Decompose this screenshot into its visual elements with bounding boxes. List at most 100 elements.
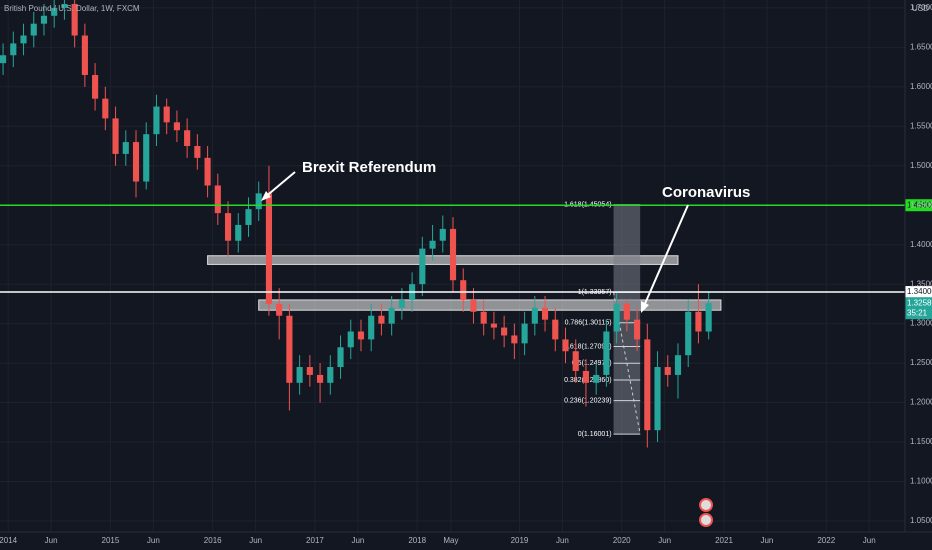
zone [207, 255, 679, 265]
candle-body [644, 339, 651, 431]
candle-body [582, 370, 590, 383]
x-tick-label: Jun [45, 536, 58, 545]
axis-badge-label: 1.45000 [907, 200, 932, 209]
candle-body [296, 367, 303, 383]
y-tick-label: 1.20000 [910, 398, 932, 407]
axes: 1.05000 1.10000 1.15000 1.20000 1.25000 1.300… [0, 3, 932, 545]
grid [0, 0, 905, 532]
x-tick-label: 2019 [511, 536, 529, 545]
y-tick-label: 1.15000 [910, 437, 932, 446]
y-tick-label: 1.30000 [910, 319, 932, 328]
x-tick-label: 2014 [0, 536, 18, 545]
logo [699, 513, 713, 527]
candle-body [429, 240, 436, 249]
y-tick-label: 1.65000 [910, 42, 932, 51]
candle-body [10, 43, 17, 56]
x-tick-label: 2022 [817, 536, 835, 545]
candle-body [204, 157, 211, 186]
x-tick-label: May [443, 536, 458, 545]
x-tick-label: Jun [147, 536, 160, 545]
candle-body [613, 303, 620, 332]
candle-body [480, 311, 487, 324]
fib-label: 0.786(1.30115) [565, 320, 612, 327]
x-tick-label: 2015 [102, 536, 120, 545]
candle-body [439, 228, 446, 241]
candle-body [695, 311, 702, 332]
candle-body [347, 331, 354, 348]
candle-body [357, 331, 365, 340]
candle-body [593, 374, 600, 383]
annotation: Brexit Referendum [302, 159, 436, 176]
y-tick-label: 1.50000 [910, 161, 932, 170]
axis-badge-label: 1.34000 [907, 287, 932, 296]
candle-body [286, 315, 293, 383]
candle-body [460, 280, 467, 300]
candle-body [306, 367, 313, 375]
candle-body [634, 319, 641, 340]
logo [699, 498, 713, 512]
candle-body [112, 118, 119, 154]
candle-body [449, 228, 457, 281]
fib-label: 0.236(1.20239) [564, 398, 611, 405]
candle-body [184, 130, 191, 147]
x-tick-label: 2021 [715, 536, 733, 545]
candle-body [470, 299, 477, 312]
zone [258, 299, 722, 311]
candle-body [541, 307, 549, 320]
candle-body [674, 355, 682, 375]
x-tick-label: Jun [863, 536, 876, 545]
candle-body [531, 307, 538, 324]
candle-body [194, 146, 201, 158]
candle-body [654, 367, 661, 431]
candle-body [603, 331, 610, 375]
candle-body [705, 303, 712, 332]
candle-body [501, 327, 508, 336]
candle-body [245, 209, 252, 225]
candle-body [0, 55, 7, 64]
candle-body [419, 248, 426, 285]
arrow-head [641, 301, 649, 313]
candle-body [30, 23, 37, 36]
candle-body [623, 303, 630, 320]
price-label: 1.32586 [907, 298, 932, 307]
x-tick-label: 2018 [408, 536, 426, 545]
candle-body [153, 106, 160, 135]
x-tick-label: 2016 [204, 536, 222, 545]
candle-body [276, 303, 283, 316]
currency: USD [912, 4, 929, 13]
candle-body [337, 347, 344, 368]
candle-body [122, 142, 129, 154]
y-tick-label: 1.60000 [910, 82, 932, 91]
x-tick-label: Jun [556, 536, 569, 545]
candle-body [511, 335, 518, 344]
chart-title: British Pound / U.S. Dollar, 1W, FXCM [4, 4, 140, 13]
candle-body [327, 367, 334, 383]
arrow-head [261, 191, 271, 201]
candle-body [265, 193, 273, 304]
fib-label: 0(1.16001) [578, 431, 612, 438]
candle-body [521, 323, 528, 344]
price-countdown: 35:21 [907, 308, 928, 317]
y-tick-label: 1.70000 [910, 3, 932, 12]
candle-body [102, 98, 109, 119]
candle-body [235, 224, 242, 241]
candle-body [398, 299, 405, 308]
candle-body [490, 323, 497, 328]
candle-body [388, 307, 395, 324]
candle-body [81, 35, 88, 75]
y-tick-label: 1.35000 [910, 279, 932, 288]
annotation: Coronavirus [662, 184, 750, 201]
y-tick-label: 1.25000 [910, 358, 932, 367]
fib-label: 0.5(1.24979) [572, 360, 612, 367]
candle-body [317, 374, 324, 383]
candle-body [173, 122, 180, 131]
price-badge [905, 297, 932, 320]
arrow [263, 171, 296, 199]
candle-body [71, 3, 78, 36]
candle-body [51, 7, 58, 16]
candle-body [40, 15, 48, 24]
candle-body [20, 35, 27, 44]
y-tick-label: 1.45000 [910, 200, 932, 209]
